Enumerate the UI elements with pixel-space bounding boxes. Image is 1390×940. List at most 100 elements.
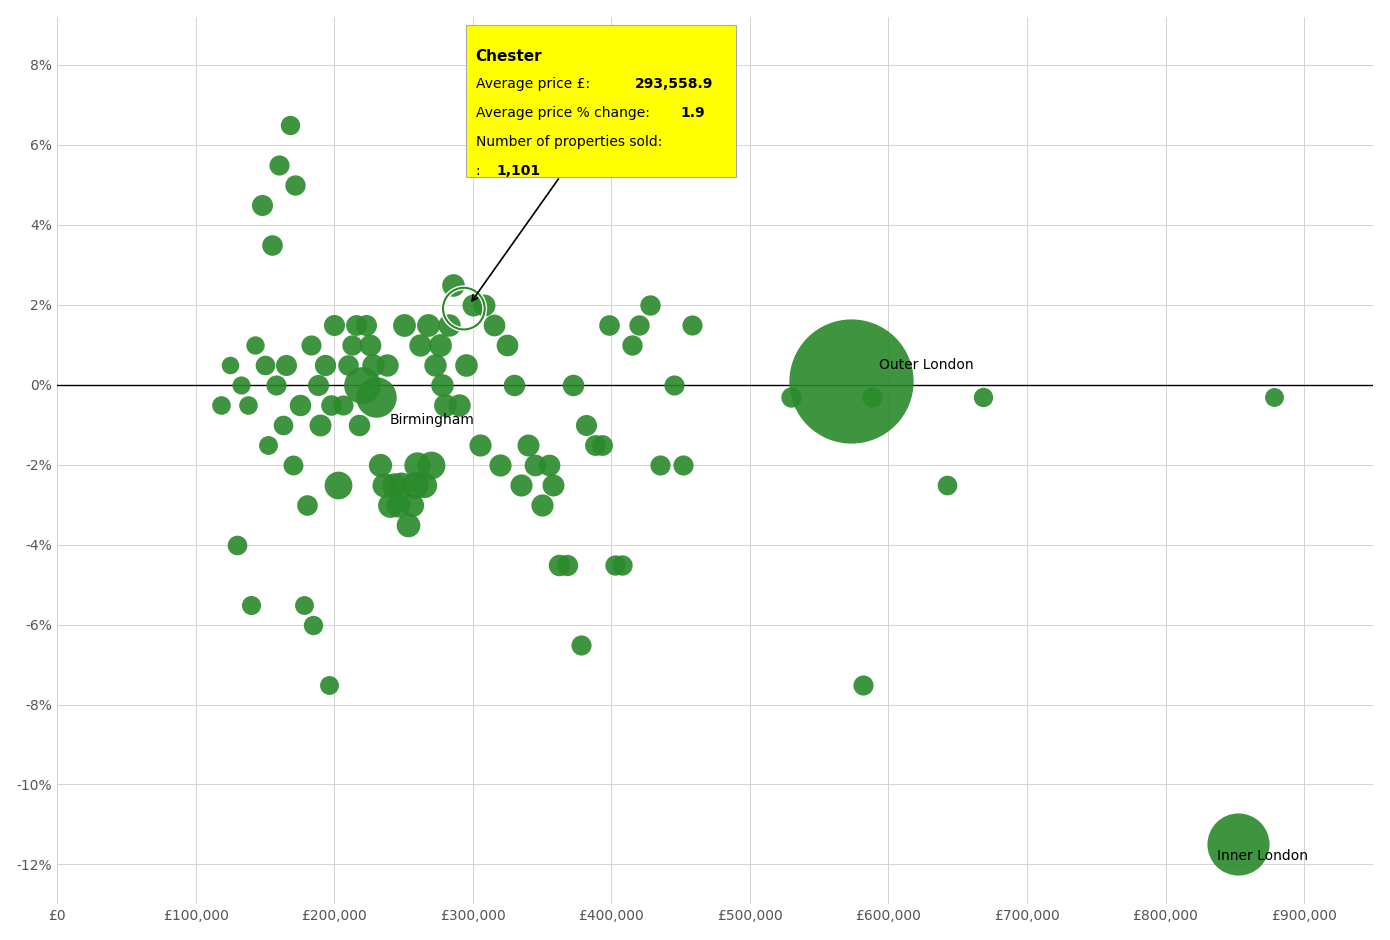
Point bbox=[364, 389, 386, 404]
Point bbox=[673, 457, 695, 472]
Point bbox=[368, 457, 391, 472]
Point bbox=[852, 677, 874, 692]
Point bbox=[303, 617, 325, 632]
Point bbox=[496, 337, 518, 352]
Point bbox=[275, 357, 297, 372]
Point bbox=[448, 397, 470, 412]
Point bbox=[354, 317, 377, 332]
Text: Chester: Chester bbox=[475, 49, 542, 64]
Point bbox=[350, 377, 373, 392]
Point bbox=[240, 597, 263, 612]
Point bbox=[780, 389, 802, 404]
Point bbox=[489, 457, 512, 472]
Point bbox=[428, 337, 450, 352]
Point bbox=[296, 497, 318, 512]
Point bbox=[400, 497, 423, 512]
Point bbox=[231, 377, 253, 392]
Point bbox=[438, 317, 460, 332]
Text: 1,101: 1,101 bbox=[496, 164, 541, 178]
Point bbox=[598, 317, 620, 332]
Point bbox=[570, 637, 592, 652]
Point bbox=[348, 417, 370, 432]
Point bbox=[1226, 837, 1248, 852]
Point bbox=[317, 677, 339, 692]
Point bbox=[227, 537, 249, 552]
Point bbox=[531, 497, 553, 512]
Point bbox=[548, 557, 570, 572]
Point bbox=[313, 357, 335, 372]
Point bbox=[605, 557, 627, 572]
Text: Number of properties sold:: Number of properties sold: bbox=[475, 135, 662, 149]
Point bbox=[621, 337, 644, 352]
Point bbox=[268, 157, 291, 172]
Point bbox=[359, 337, 381, 352]
Point bbox=[503, 377, 525, 392]
Point bbox=[1262, 389, 1284, 404]
Point bbox=[406, 457, 428, 472]
Point bbox=[341, 337, 363, 352]
Point bbox=[538, 457, 560, 472]
Point bbox=[972, 389, 994, 404]
Point bbox=[453, 301, 475, 316]
Point bbox=[261, 237, 284, 252]
Point bbox=[663, 377, 685, 392]
Point bbox=[628, 317, 651, 332]
Point bbox=[254, 357, 277, 372]
Point bbox=[272, 417, 295, 432]
Point bbox=[289, 397, 311, 412]
Point bbox=[300, 337, 322, 352]
Point bbox=[389, 477, 411, 492]
Point bbox=[382, 477, 404, 492]
Point bbox=[461, 297, 484, 312]
Text: Birmingham: Birmingham bbox=[389, 413, 474, 427]
Point bbox=[320, 397, 342, 412]
Point bbox=[257, 437, 279, 452]
Point bbox=[265, 377, 288, 392]
Point bbox=[562, 377, 584, 392]
Text: :: : bbox=[475, 164, 489, 178]
Point bbox=[293, 597, 316, 612]
Point bbox=[510, 477, 532, 492]
Point bbox=[336, 357, 359, 372]
Point bbox=[705, 97, 727, 112]
FancyBboxPatch shape bbox=[466, 24, 737, 177]
Point bbox=[245, 337, 267, 352]
Point bbox=[375, 357, 398, 372]
Point bbox=[403, 477, 425, 492]
Point bbox=[431, 377, 453, 392]
Point bbox=[282, 457, 304, 472]
Point bbox=[361, 357, 384, 372]
Point bbox=[524, 457, 546, 472]
Point bbox=[409, 337, 431, 352]
Point bbox=[455, 357, 477, 372]
Point bbox=[322, 317, 345, 332]
Point bbox=[556, 557, 578, 572]
Point bbox=[331, 397, 353, 412]
Point bbox=[473, 297, 495, 312]
Point bbox=[453, 301, 475, 316]
Point bbox=[542, 477, 564, 492]
Point bbox=[417, 317, 439, 332]
Point bbox=[378, 497, 400, 512]
Point bbox=[649, 457, 671, 472]
Text: Average price % change:: Average price % change: bbox=[475, 106, 659, 120]
Point bbox=[392, 317, 414, 332]
Point bbox=[860, 389, 883, 404]
Point bbox=[413, 477, 435, 492]
Point bbox=[935, 477, 958, 492]
Point bbox=[220, 357, 242, 372]
Point bbox=[434, 397, 456, 412]
Point bbox=[424, 357, 446, 372]
Point bbox=[517, 437, 539, 452]
Point bbox=[442, 277, 464, 292]
Text: Inner London: Inner London bbox=[1216, 850, 1308, 864]
Point bbox=[639, 297, 662, 312]
Point bbox=[373, 477, 395, 492]
Point bbox=[345, 317, 367, 332]
Point bbox=[396, 517, 418, 532]
Point bbox=[612, 557, 634, 572]
Text: Average price £:: Average price £: bbox=[475, 77, 599, 91]
Point bbox=[584, 437, 606, 452]
Point bbox=[681, 317, 703, 332]
Point bbox=[420, 457, 442, 472]
